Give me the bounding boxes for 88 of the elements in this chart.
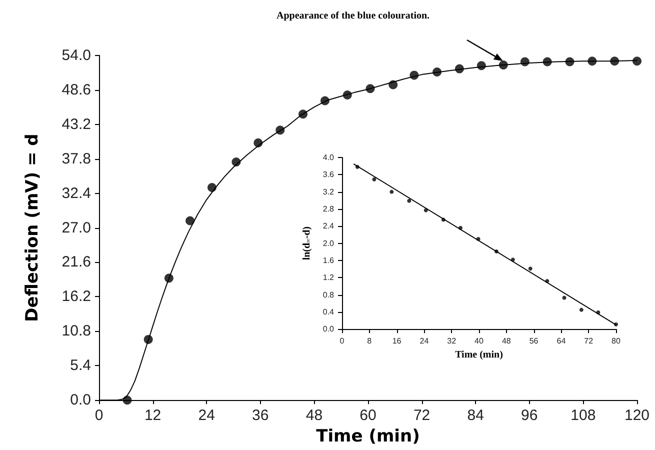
- point: [144, 334, 153, 344]
- point: [207, 183, 216, 192]
- y-tick-label: 1.6: [322, 256, 335, 265]
- y-tick-label: 0.0: [322, 324, 335, 334]
- point: [276, 126, 285, 135]
- point: [407, 198, 412, 203]
- point: [122, 396, 132, 405]
- point: [410, 70, 419, 80]
- point: [632, 56, 642, 66]
- point: [610, 56, 620, 66]
- point: [432, 68, 442, 76]
- point: [562, 296, 566, 300]
- point: [494, 249, 498, 254]
- y-tick-label: 3.2: [322, 187, 335, 196]
- text: Appearance of the blue colouration.: [276, 10, 430, 22]
- point: [588, 56, 597, 66]
- point: [565, 57, 574, 66]
- point: [528, 266, 532, 271]
- point: [542, 57, 552, 66]
- y-tick-label: 37.8: [62, 150, 91, 168]
- y-tick-label: 2.0: [322, 238, 335, 248]
- y-tick-label: 0.0: [70, 392, 91, 409]
- y-tick-label: 43.2: [62, 116, 91, 133]
- x-tick-label: 16: [392, 336, 402, 346]
- y-tick-label: 4.0: [322, 153, 335, 162]
- x-tick-label: 24: [198, 407, 215, 424]
- point: [232, 158, 241, 166]
- x-tick-label: 72: [584, 336, 594, 346]
- point: [390, 190, 394, 194]
- point: [355, 164, 360, 169]
- x-tick-label: 40: [474, 336, 484, 346]
- point: [614, 322, 618, 326]
- x-tick-label: 120: [624, 407, 650, 424]
- point: [579, 308, 584, 312]
- y-tick-label: 10.8: [62, 322, 91, 340]
- x-tick-label: 36: [252, 407, 269, 424]
- x-tick-label: 8: [367, 336, 372, 346]
- y-tick-label: 2.8: [322, 204, 335, 214]
- point: [320, 96, 330, 106]
- y-axis-title: Deflection (mV) = d: [22, 134, 42, 322]
- y-tick-label: 1.2: [322, 273, 335, 282]
- x-axis-title: Time (min): [455, 350, 503, 360]
- x-tick-label: 12: [144, 407, 162, 424]
- point: [458, 226, 463, 230]
- point: [298, 110, 308, 119]
- x-tick-label: 48: [502, 336, 512, 346]
- x-tick-label: 72: [413, 407, 430, 424]
- point: [372, 177, 376, 182]
- point: [545, 279, 550, 284]
- x-tick-label: 24: [420, 336, 430, 346]
- y-tick-label: 27.0: [62, 219, 91, 236]
- x-tick-label: 84: [467, 407, 484, 424]
- point: [510, 258, 515, 262]
- x-tick-label: 108: [570, 407, 596, 424]
- point: [454, 64, 464, 74]
- y-tick-label: 54.0: [62, 46, 91, 64]
- x-tick-label: 64: [556, 336, 566, 346]
- y-tick-label: 0.4: [322, 307, 335, 316]
- point: [424, 208, 428, 212]
- y-tick-label: 5.4: [70, 357, 91, 374]
- point: [441, 218, 446, 222]
- x-tick-label: 60: [360, 407, 376, 424]
- x-tick-label: 96: [521, 407, 538, 424]
- y-tick-label: 48.6: [62, 81, 91, 98]
- y-tick-label: 3.6: [322, 170, 335, 180]
- x-axis-title: Time (min): [316, 426, 420, 446]
- point: [254, 138, 263, 148]
- point: [520, 57, 530, 66]
- y-tick-label: 16.2: [62, 288, 91, 306]
- point: [596, 310, 600, 314]
- x-tick-label: 80: [612, 336, 621, 346]
- point: [498, 60, 508, 70]
- y-tick-label: 0.8: [322, 290, 335, 300]
- y-tick-label: 32.4: [62, 184, 91, 202]
- x-tick-label: 48: [306, 407, 323, 424]
- x-tick-label: 56: [529, 336, 539, 346]
- point: [164, 274, 174, 283]
- x-tick-label: 0: [94, 407, 104, 424]
- point: [476, 237, 480, 242]
- point: [186, 216, 195, 226]
- x-tick-label: 32: [447, 336, 457, 346]
- point: [342, 90, 352, 100]
- y-tick-label: 2.4: [322, 222, 335, 231]
- point: [476, 61, 486, 70]
- point: [388, 80, 398, 90]
- x-tick-label: 0: [340, 336, 345, 346]
- y-tick-label: 21.6: [62, 254, 91, 271]
- point: [366, 84, 375, 94]
